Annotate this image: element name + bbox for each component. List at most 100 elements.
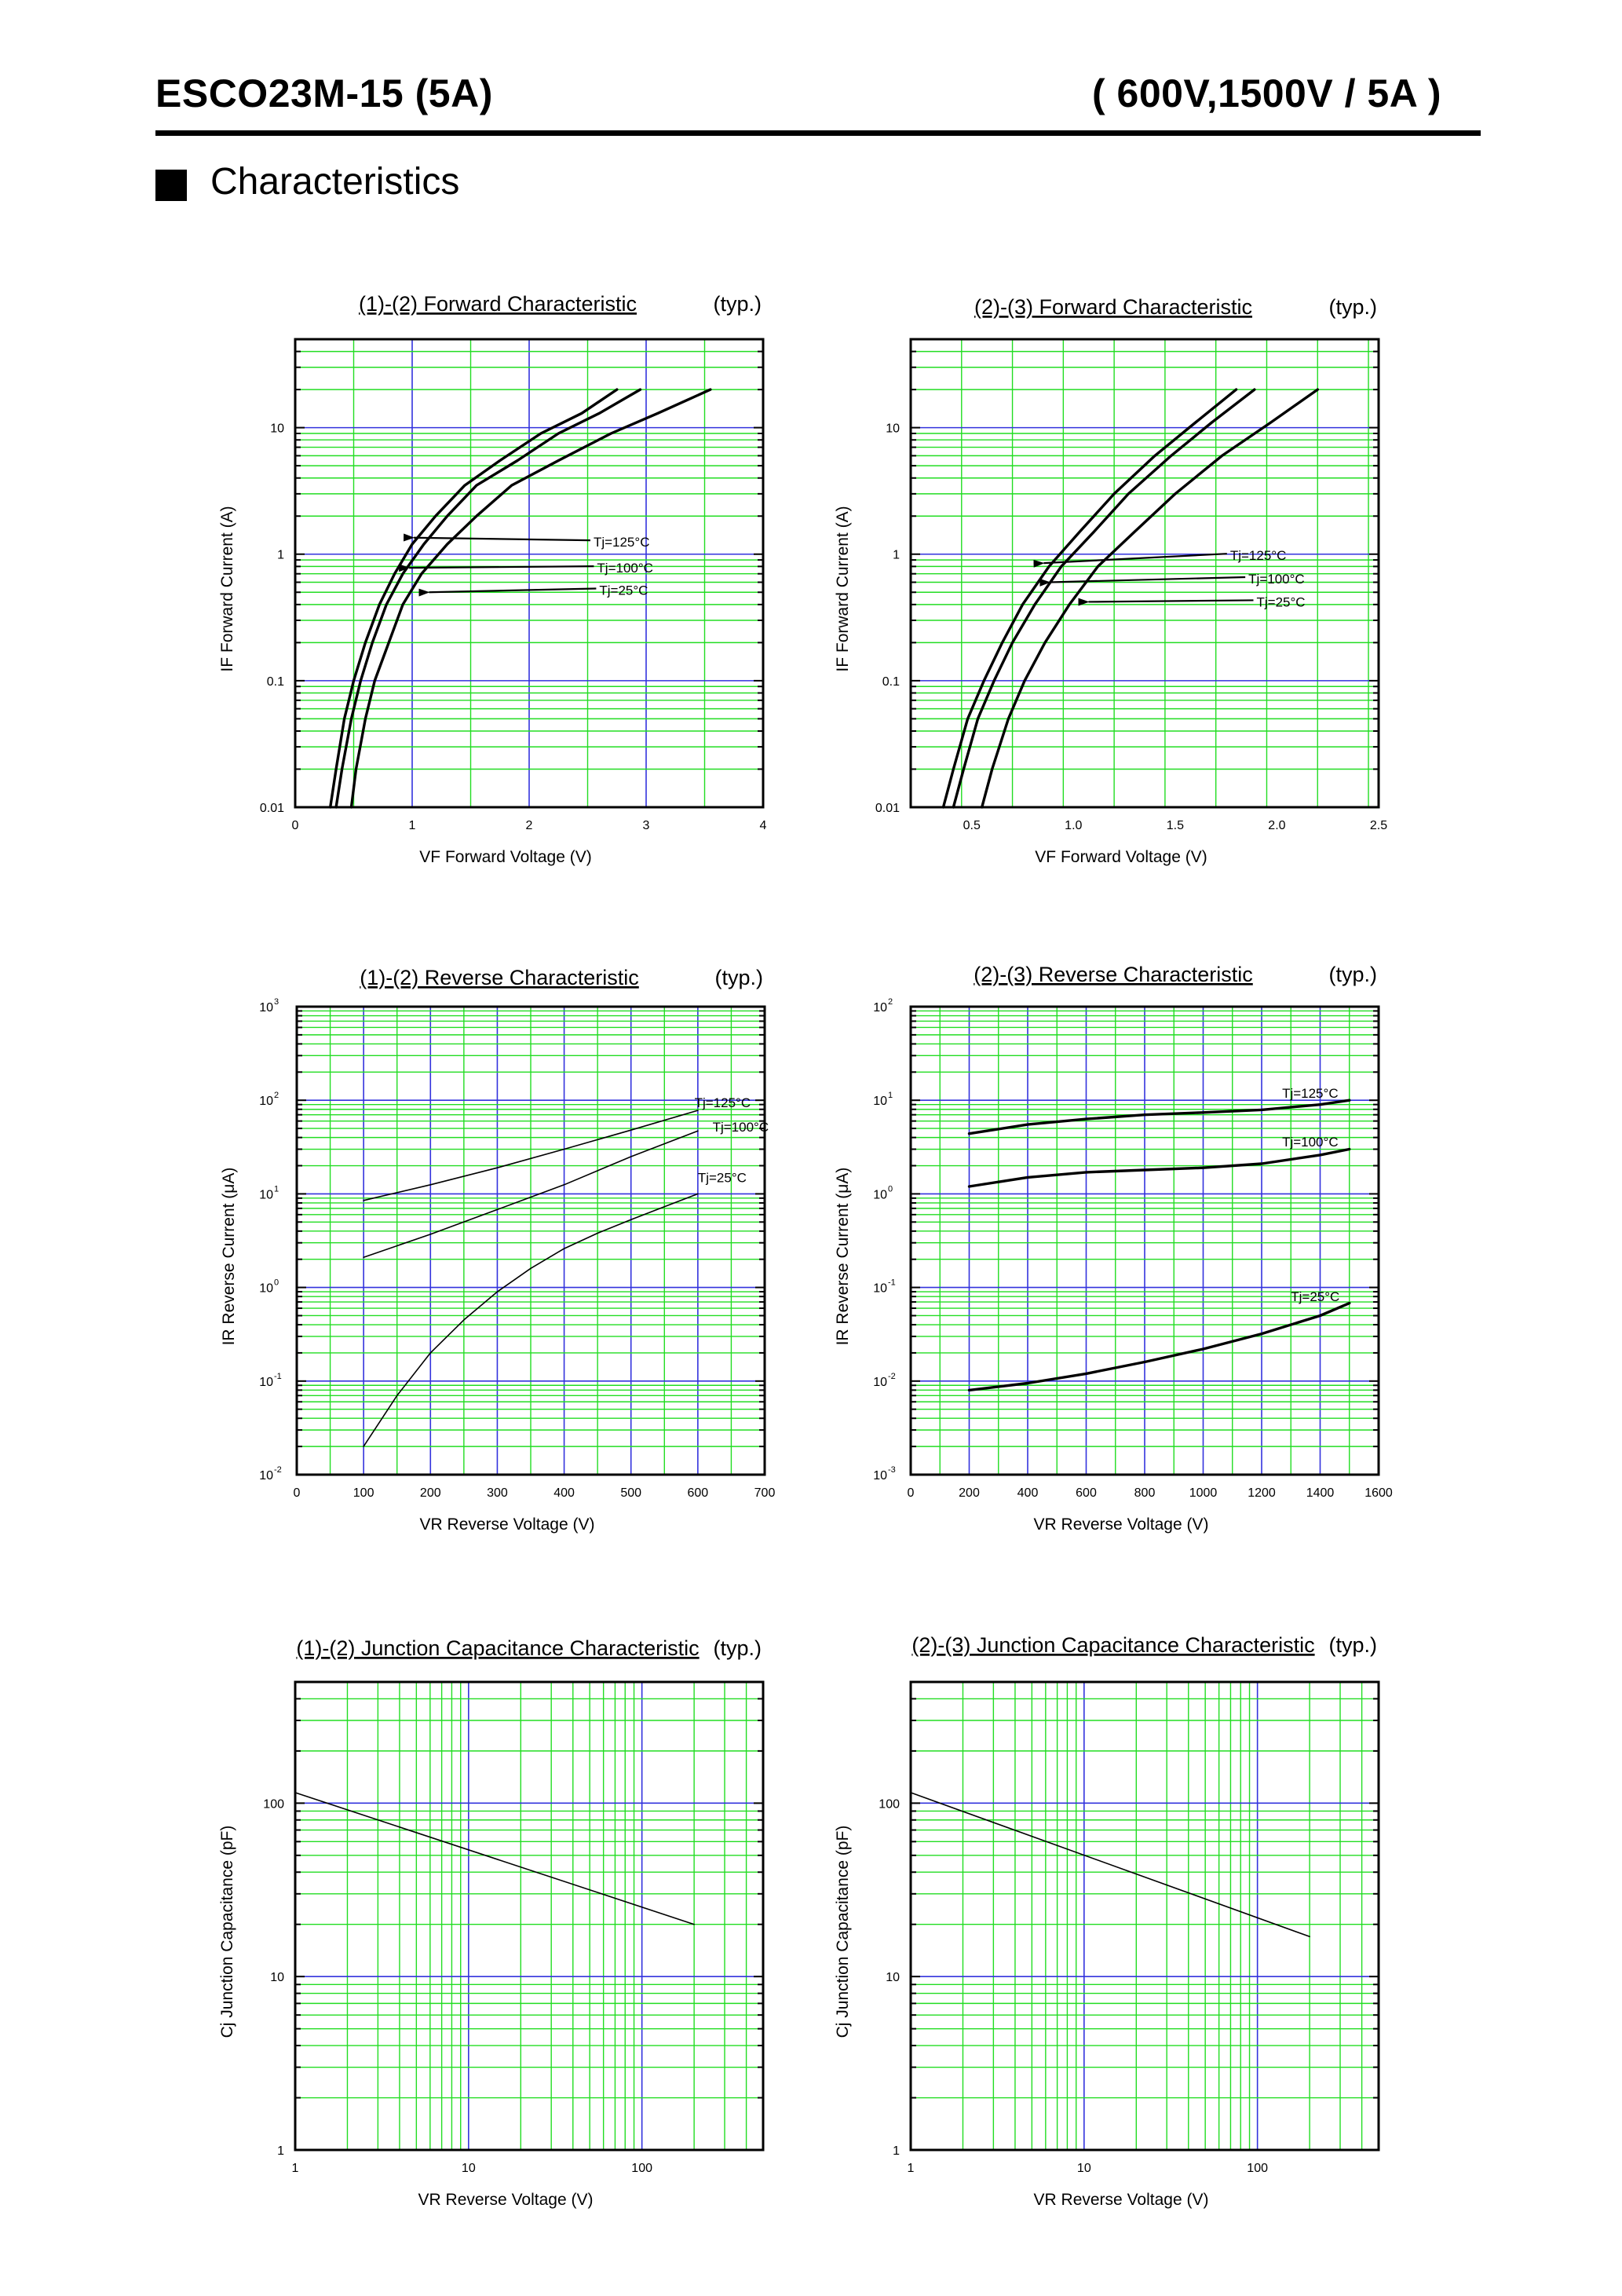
y-tick-label: 1 — [893, 2144, 900, 2158]
series-line-2 — [349, 388, 712, 809]
tick-marks — [297, 1006, 765, 1475]
y-axis-label: IF Forward Current (A) — [834, 506, 852, 671]
y-tick-label: 10 — [873, 1095, 887, 1108]
annotation-arrow — [404, 533, 590, 542]
x-tick-label: 1 — [908, 2162, 915, 2175]
x-tick-label: 600 — [688, 1486, 709, 1500]
plot-frame — [909, 338, 1380, 809]
y-tick-exponent: 2 — [274, 1091, 279, 1100]
chart-rev23: Tj=125°C Tj=100°C Tj=25°C 0 200 400 600 800 1000… — [834, 963, 1393, 1534]
y-tick-exponent: -1 — [888, 1278, 896, 1288]
y-tick-label: 0.01 — [875, 802, 900, 815]
y-tick-label: 10 — [259, 1095, 273, 1108]
x-tick-label: 1.0 — [1065, 819, 1082, 832]
tick-marks — [911, 1681, 1379, 2151]
x-tick-label: 4 — [760, 819, 767, 832]
y-axis-label: IF Forward Current (A) — [218, 506, 236, 671]
series-line-0 — [294, 1792, 695, 1925]
chart-title-suffix: (typ.) — [1328, 963, 1377, 986]
plot-frame — [294, 1680, 765, 2152]
series-label-0: Tj=125°C — [594, 535, 650, 550]
chart-title-suffix: (typ.) — [714, 966, 763, 989]
rating-title: ( 600V,1500V / 5A ) — [1092, 71, 1441, 115]
chart-title-suffix: (typ.) — [713, 1636, 762, 1660]
y-axis-label: IR Reverse Current (μA) — [834, 1168, 852, 1346]
series-line-1 — [967, 1147, 1351, 1188]
annotation-arrow — [1078, 598, 1254, 606]
y-tick-exponent: -2 — [888, 1372, 896, 1381]
chart-cap23: 1 10 100 1 10 100 (2)-(3) Junction Capacitance… — [834, 1633, 1380, 2209]
y-tick-label: 100 — [263, 1797, 284, 1811]
x-tick-label: 1 — [292, 2162, 299, 2175]
chart-cap12: 1 10 100 1 10 100 (1)-(2) Junction Capacitance… — [218, 1636, 765, 2209]
x-tick-label: 10 — [462, 2162, 476, 2175]
x-tick-label: 0 — [908, 1486, 915, 1500]
series-label-2: Tj=25°C — [599, 583, 648, 598]
series-label-2: Tj=25°C — [698, 1170, 747, 1185]
x-axis-label: VR Reverse Voltage (V) — [1034, 2191, 1209, 2209]
y-tick-exponent: -1 — [274, 1372, 282, 1381]
chart-rev12: Tj=125°CTj=100°CTj=25°C0 100 200 300 400 500 6… — [220, 966, 775, 1534]
plot-frame — [909, 1680, 1380, 2152]
grid — [294, 338, 764, 808]
x-tick-label: 1 — [409, 819, 416, 832]
grid — [296, 1006, 765, 1475]
x-axis-label: VF Forward Voltage (V) — [1035, 848, 1207, 866]
y-tick-label: 0.1 — [882, 675, 900, 689]
y-tick-label: 10 — [270, 1971, 284, 1984]
x-tick-label: 2.0 — [1268, 819, 1285, 832]
y-tick-exponent: 3 — [274, 997, 279, 1007]
y-tick-label: 1 — [277, 2144, 284, 2158]
series-label-2: Tj=25°C — [1291, 1289, 1339, 1304]
y-tick-label: 0.1 — [267, 675, 284, 689]
x-tick-label: 200 — [959, 1486, 980, 1500]
page-header: ESCO23M-15 (5A) ( 600V,1500V / 5A ) — [155, 69, 1481, 136]
y-tick-label: 10 — [873, 1376, 887, 1389]
y-axis-label: IR Reverse Current (μA) — [220, 1168, 238, 1346]
series-line-0 — [941, 388, 1238, 809]
x-tick-label: 600 — [1076, 1486, 1097, 1500]
y-tick-exponent: 0 — [274, 1278, 279, 1288]
grid — [910, 338, 1379, 808]
annotation-arrow — [399, 564, 594, 572]
y-tick-exponent: -3 — [888, 1465, 896, 1475]
y-tick-label: 10 — [259, 1001, 273, 1015]
chart-title: (1)-(2) Reverse Characteristic — [360, 966, 639, 989]
x-tick-label: 2 — [526, 819, 533, 832]
y-tick-label: 100 — [879, 1797, 900, 1811]
x-tick-label: 800 — [1134, 1486, 1156, 1500]
chart-title: (2)-(3) Junction Capacitance Characteris… — [911, 1633, 1314, 1657]
series-label-0: Tj=125°C — [1282, 1086, 1339, 1101]
series-label-0: Tj=125°C — [695, 1095, 751, 1110]
annotation-arrow — [1039, 576, 1246, 587]
tick-marks — [911, 338, 1379, 808]
chart-title: (1)-(2) Junction Capacitance Characteris… — [296, 1636, 699, 1660]
y-tick-label: 10 — [886, 1971, 900, 1984]
chart-title-suffix: (typ.) — [1328, 1633, 1377, 1657]
y-axis-label: Cj Junction Capacitance (pF) — [834, 1826, 852, 2038]
series-line-0 — [910, 1792, 1310, 1938]
x-tick-label: 3 — [643, 819, 650, 832]
chart-title-suffix: (typ.) — [713, 292, 762, 316]
y-tick-label: 10 — [259, 1376, 273, 1389]
chart-fwd23: Tj=125°C Tj=100°C Tj=25°C 0.5 1.0 1.5 2.0 2.5 0.… — [834, 295, 1387, 866]
series-line-1 — [363, 1130, 699, 1258]
x-tick-label: 400 — [553, 1486, 575, 1500]
plot-frame — [909, 1005, 1380, 1476]
grid — [910, 1006, 1379, 1475]
x-axis-label: VR Reverse Voltage (V) — [420, 1515, 595, 1534]
section-square-icon — [155, 170, 187, 201]
series-line-0 — [967, 1099, 1351, 1135]
x-tick-label: 0.5 — [963, 819, 981, 832]
series-line-2 — [981, 388, 1319, 809]
x-axis-label: VR Reverse Voltage (V) — [1034, 1515, 1209, 1534]
x-tick-label: 200 — [420, 1486, 441, 1500]
series-label-1: Tj=100°C — [1282, 1135, 1339, 1150]
y-tick-label: 10 — [270, 422, 284, 436]
series-line-0 — [363, 1110, 699, 1201]
chart-fwd12: Tj=125°C Tj=100°C Tj=25°C 0 1 2 3 4 0.01 0.1 1 10 (1… — [218, 292, 767, 866]
x-tick-label: 2.5 — [1370, 819, 1387, 832]
x-tick-label: 0 — [294, 1486, 301, 1500]
series-label-0: Tj=125°C — [1230, 548, 1287, 563]
